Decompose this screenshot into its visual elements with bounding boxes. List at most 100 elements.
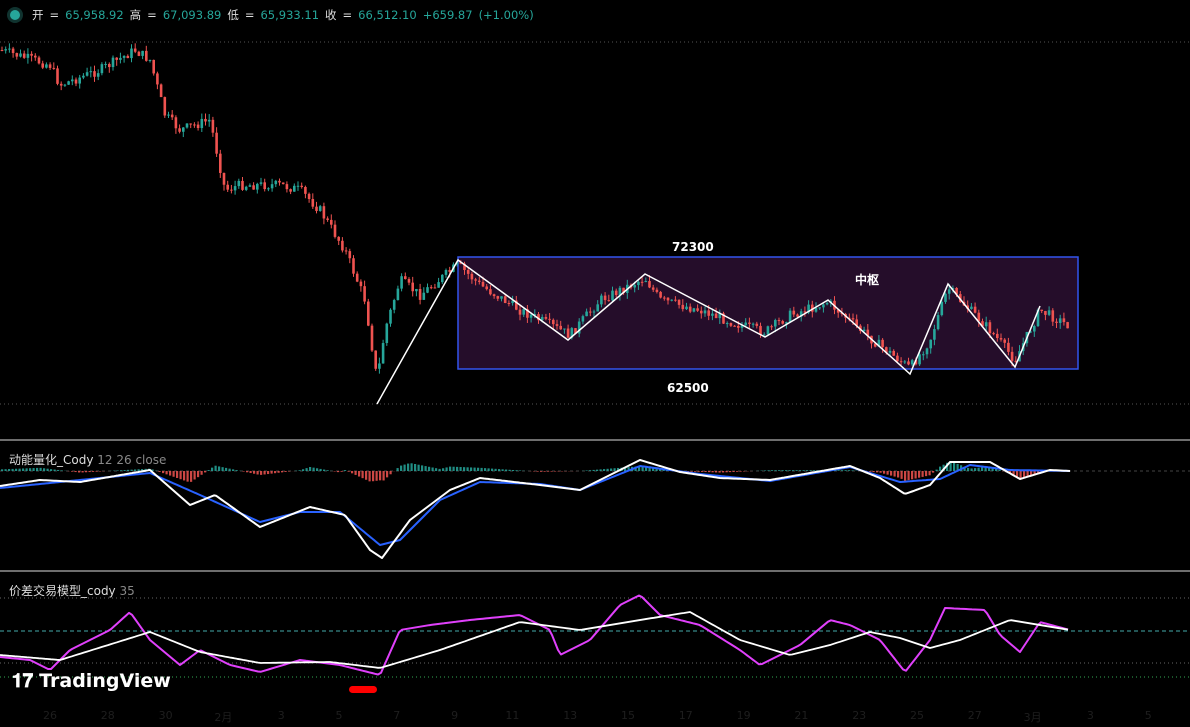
- histogram-bar: [921, 471, 924, 477]
- candle-body: [389, 309, 392, 324]
- ohlc-legend: 开 = 65,958.92 高 = 67,093.89 低 = 65,933.11 收 = 66…: [10, 7, 534, 23]
- candle-body: [311, 199, 315, 207]
- candle-body: [52, 67, 56, 69]
- candle-body: [463, 263, 466, 271]
- candle-body: [437, 282, 440, 288]
- histogram-bar: [15, 468, 18, 471]
- histogram-bar: [470, 467, 473, 471]
- x-axis-label: 3: [1086, 709, 1094, 722]
- histogram-bar: [935, 469, 938, 471]
- candle-body: [566, 328, 570, 338]
- candle-body: [1010, 351, 1014, 361]
- histogram-bar: [351, 471, 354, 474]
- histogram-bar: [813, 470, 816, 471]
- candle-body: [700, 310, 703, 314]
- histogram-bar: [316, 468, 319, 471]
- x-axis-label: 7: [393, 709, 401, 722]
- candle-body: [825, 303, 829, 305]
- candle-body: [296, 185, 300, 187]
- candle-body: [474, 279, 477, 281]
- candle-body: [733, 325, 736, 327]
- candle-body: [441, 274, 444, 283]
- high-value: 67,093.89: [162, 8, 222, 22]
- histogram-bar: [1030, 471, 1033, 476]
- candle-body: [1014, 360, 1018, 362]
- candle-body: [104, 63, 107, 65]
- histogram-bar: [1037, 471, 1040, 474]
- histogram-bar: [498, 469, 501, 471]
- indicator2-legend[interactable]: 价差交易模型_cody 35: [9, 582, 135, 599]
- histogram-bar: [981, 467, 984, 471]
- candle-body: [241, 180, 244, 190]
- histogram-bar: [911, 471, 914, 480]
- candle-body: [648, 281, 651, 288]
- candle-body: [429, 287, 433, 289]
- histogram-bar: [274, 471, 277, 474]
- candle-body: [888, 350, 892, 353]
- histogram-bar: [190, 471, 193, 482]
- histogram-bar: [389, 471, 392, 475]
- histogram-bar: [939, 466, 942, 471]
- histogram-bar: [907, 471, 910, 481]
- histogram-bar: [816, 470, 819, 471]
- indicator1-legend[interactable]: 动能量化_Cody 12 26 close: [9, 451, 166, 468]
- histogram-bar: [431, 467, 434, 471]
- candle-body: [766, 326, 770, 335]
- candle-body: [381, 343, 385, 364]
- candle-body: [137, 51, 141, 56]
- histogram-bar: [732, 471, 735, 472]
- histogram-bar: [704, 471, 707, 473]
- x-axis-label: 28: [100, 709, 115, 722]
- candle-body: [622, 287, 625, 293]
- candle-body: [26, 53, 30, 58]
- histogram-bar: [963, 466, 966, 471]
- histogram-bar: [505, 469, 508, 471]
- candle-body: [8, 48, 11, 50]
- histogram-bar: [277, 471, 280, 473]
- open-label: 开: [32, 8, 44, 22]
- histogram-bar: [88, 471, 91, 473]
- candle-body: [1062, 318, 1066, 323]
- candle-body: [544, 317, 548, 319]
- candle-body: [666, 297, 670, 301]
- histogram-bar: [368, 471, 371, 482]
- histogram-bar: [235, 470, 238, 471]
- histogram-bar: [358, 471, 361, 477]
- histogram-bar: [183, 471, 186, 481]
- candle-body: [19, 53, 22, 57]
- histogram-bar: [1012, 471, 1015, 476]
- candle-body: [244, 186, 248, 190]
- histogram-bar: [641, 466, 644, 471]
- candle-body: [293, 185, 296, 192]
- candle-body: [489, 289, 492, 295]
- histogram-bar: [473, 467, 476, 471]
- tradingview-logo[interactable]: 𝟏𝟕 TradingView: [12, 670, 171, 692]
- candle-body: [248, 185, 252, 187]
- histogram-bar: [995, 468, 998, 471]
- signal-marker: [349, 686, 377, 693]
- candle-body: [41, 63, 44, 68]
- candle-body: [970, 306, 973, 309]
- histogram-bar: [141, 469, 144, 471]
- candle-body: [555, 324, 559, 326]
- candle-body: [45, 64, 48, 68]
- candle-body: [570, 328, 574, 338]
- candle-body: [466, 270, 470, 274]
- x-axis-label: 17: [678, 709, 693, 722]
- histogram-bar: [225, 467, 228, 471]
- candle-body: [252, 185, 255, 190]
- histogram-bar: [204, 471, 207, 473]
- histogram-bar: [18, 468, 21, 471]
- candle-body: [563, 328, 566, 330]
- histogram-bar: [340, 471, 343, 472]
- candle-body: [799, 311, 803, 317]
- histogram-bar: [305, 468, 308, 471]
- histogram-bar: [953, 462, 956, 471]
- candle-body: [56, 68, 59, 84]
- logo-text: TradingView: [39, 670, 171, 692]
- x-axis-label: 9: [451, 709, 459, 722]
- histogram-bar: [323, 469, 326, 471]
- candle-body: [1066, 322, 1069, 329]
- histogram-bar: [599, 469, 602, 471]
